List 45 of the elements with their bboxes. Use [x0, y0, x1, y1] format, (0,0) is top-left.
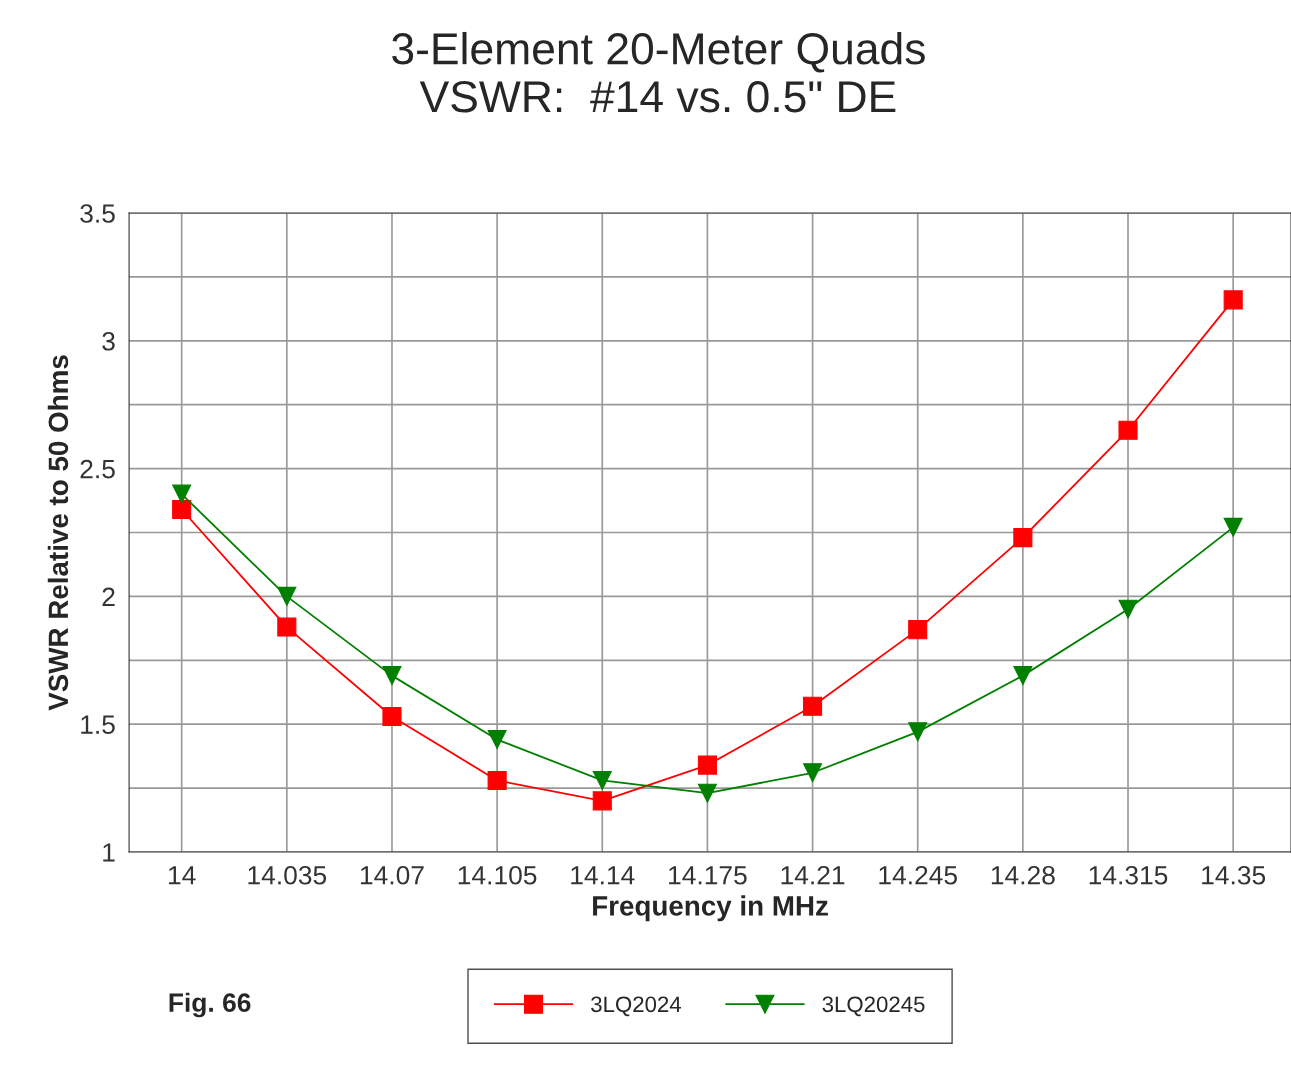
x-tick-label: 14.28 [991, 865, 1055, 885]
y-tick-label: 1 [103, 843, 115, 862]
caption: Fig. 66 [169, 992, 251, 1018]
x-tick-label: 14.245 [879, 865, 957, 885]
y-tick-label: 3 [102, 331, 115, 351]
point [172, 499, 192, 520]
x-tick-label: 14.35 [1202, 865, 1266, 885]
chart-title: 3-Element 20-Meter Quads VSWR: #14 vs. 0.5" DE [392, 31, 925, 113]
y-axis-title: VSWR Relative to 50 Ohms [47, 355, 69, 711]
x-tick-label: 14.035 [248, 865, 327, 885]
point [1223, 290, 1243, 310]
x-tick-label: 14.105 [458, 865, 537, 885]
point [592, 770, 612, 790]
point [803, 763, 823, 783]
x-tick-label: 14.21 [781, 865, 845, 885]
point [277, 586, 297, 606]
point [1118, 420, 1138, 440]
point [1118, 599, 1138, 619]
point [487, 770, 507, 790]
y-tick-label: 1.5 [81, 715, 115, 735]
point [908, 722, 928, 742]
y-tick-label: 2.5 [80, 459, 115, 479]
y-tick-label: 2 [102, 587, 115, 606]
point [277, 617, 297, 637]
point [803, 696, 823, 716]
y-tick-label: 3.5 [80, 204, 115, 223]
x-tick-label: 14 [169, 866, 196, 885]
point [592, 791, 612, 811]
point [908, 620, 928, 640]
point [697, 755, 717, 775]
point [382, 666, 402, 686]
x-tick-label: 14.315 [1089, 865, 1168, 885]
point [1013, 528, 1033, 548]
x-axis-title: Frequency in MHz [593, 895, 828, 922]
legend-label: 3LQ20245 [822, 996, 925, 1017]
point [487, 729, 507, 750]
point [382, 706, 402, 727]
point [172, 484, 192, 504]
x-tick-label: 14.14 [571, 866, 635, 885]
x-tick-label: 14.175 [669, 866, 747, 885]
legend-label: 3LQ2024 [591, 996, 682, 1017]
x-tick-label: 14.07 [360, 865, 424, 885]
point [697, 783, 717, 803]
point [1013, 666, 1033, 686]
point [1223, 517, 1243, 537]
